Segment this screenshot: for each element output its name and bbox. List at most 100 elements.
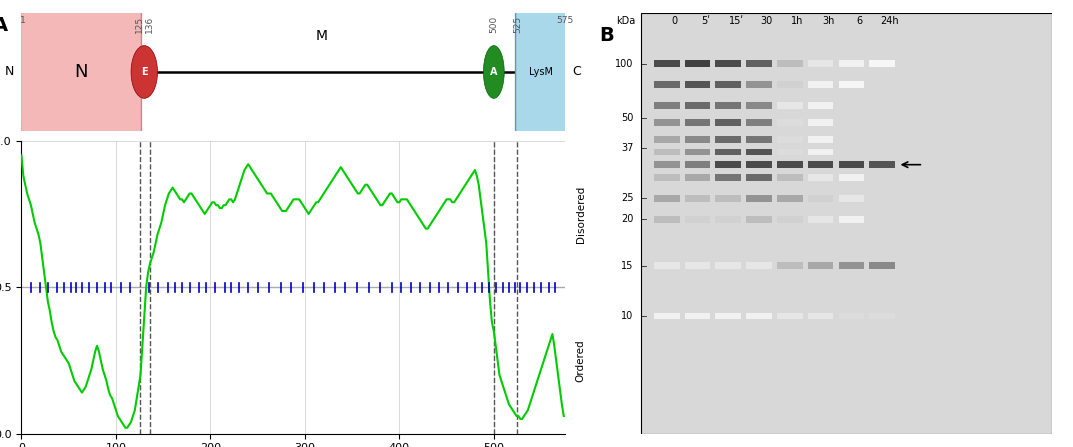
Ellipse shape [484,46,504,98]
Bar [747,149,771,156]
Bar [869,262,895,269]
FancyBboxPatch shape [20,0,142,338]
Bar [777,136,803,143]
Bar [716,161,741,168]
Ellipse shape [131,46,158,98]
Bar [653,60,679,67]
Bar [839,195,864,202]
Bar [808,262,834,269]
Text: N: N [74,63,88,81]
Bar [808,81,834,88]
Bar [653,81,679,88]
Bar [869,60,895,67]
Text: C: C [572,65,580,79]
Bar [777,60,803,67]
Bar [747,102,771,109]
Bar [839,312,864,319]
Bar [685,312,710,319]
Bar [747,136,771,143]
Bar [869,312,895,319]
Bar [777,161,803,168]
Bar [653,312,679,319]
Bar [653,216,679,223]
Bar [653,161,679,168]
Bar [839,174,864,181]
Bar [716,60,741,67]
Bar [808,119,834,126]
Text: E: E [141,67,148,77]
Bar [641,13,1052,434]
Bar [716,81,741,88]
Bar [716,136,741,143]
Bar [716,102,741,109]
Bar [747,216,771,223]
Bar [685,119,710,126]
Text: 25: 25 [621,193,633,203]
Bar [808,216,834,223]
Text: 100: 100 [615,59,633,69]
Text: 50: 50 [621,114,633,123]
Bar [685,102,710,109]
Bar [808,161,834,168]
Bar [653,149,679,156]
Bar [747,161,771,168]
Bar [777,149,803,156]
Bar [808,60,834,67]
Text: B: B [599,26,614,45]
Bar [685,216,710,223]
Bar [808,195,834,202]
Bar [716,119,741,126]
Bar [685,136,710,143]
Bar [685,174,710,181]
Text: 15ʹ: 15ʹ [729,16,744,26]
Bar [808,136,834,143]
Bar [716,174,741,181]
Text: 24h: 24h [881,16,899,26]
Bar [716,195,741,202]
Bar [716,216,741,223]
Bar [839,216,864,223]
Text: 6: 6 [856,16,863,26]
Text: A: A [490,67,498,77]
Bar [869,161,895,168]
Text: 575: 575 [556,16,573,25]
Bar [808,149,834,156]
FancyBboxPatch shape [515,0,567,338]
Bar [839,81,864,88]
Bar [685,262,710,269]
Text: LysM: LysM [529,67,553,77]
Text: 30: 30 [761,16,773,26]
Bar [777,216,803,223]
Bar [777,119,803,126]
Text: kDa: kDa [616,16,635,26]
Bar [716,262,741,269]
Bar [653,136,679,143]
Text: 500: 500 [489,16,498,33]
Bar [777,102,803,109]
Text: 1: 1 [19,16,26,25]
Bar [839,161,864,168]
Text: 125: 125 [135,16,144,33]
Bar [808,174,834,181]
Bar [653,102,679,109]
Bar [747,81,771,88]
Bar [777,262,803,269]
Bar [685,149,710,156]
Bar [747,60,771,67]
Bar [777,195,803,202]
Bar [747,119,771,126]
Bar [685,60,710,67]
Text: 136: 136 [146,16,155,33]
Bar [777,312,803,319]
Text: 0: 0 [672,16,677,26]
Bar [747,174,771,181]
Bar [747,262,771,269]
Bar [747,195,771,202]
Text: N: N [4,65,14,79]
Bar [808,102,834,109]
Bar [653,195,679,202]
Bar [653,174,679,181]
Text: 20: 20 [621,214,633,224]
Bar [685,195,710,202]
Bar [685,161,710,168]
